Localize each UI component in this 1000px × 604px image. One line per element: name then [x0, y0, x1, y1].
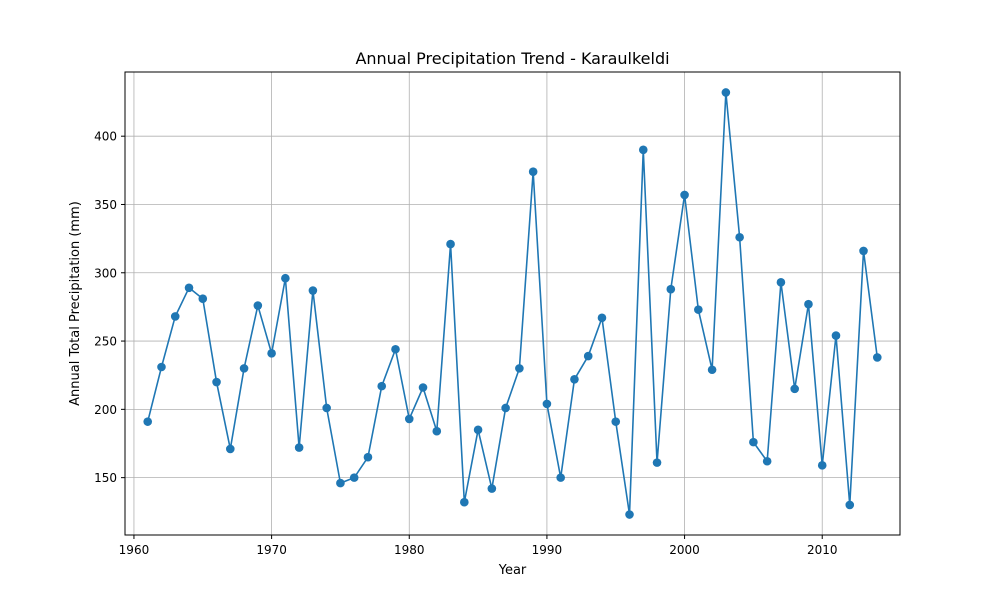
- data-point: [432, 426, 442, 436]
- data-point: [721, 88, 731, 97]
- data-point: [460, 497, 469, 507]
- data-point: [845, 500, 855, 510]
- x-axis-label: Year: [498, 563, 527, 578]
- data-point: [157, 362, 166, 372]
- y-tick-label: 250: [94, 335, 117, 349]
- data-point: [404, 414, 414, 424]
- chart-title: Annual Precipitation Trend - Karaulkeldi: [355, 49, 669, 68]
- data-point: [515, 364, 524, 373]
- y-tick-label: 200: [94, 403, 117, 417]
- data-point: [762, 456, 772, 466]
- data-point: [349, 473, 359, 482]
- data-point: [267, 349, 276, 358]
- y-tick-label: 350: [94, 198, 117, 212]
- data-point: [597, 313, 607, 323]
- y-axis-label: Annual Total Precipitation (mm): [68, 201, 83, 406]
- x-tick-label: 1990: [532, 543, 563, 557]
- x-tick-label: 1980: [394, 543, 425, 557]
- data-point: [377, 381, 387, 391]
- data-point: [294, 443, 304, 452]
- data-point: [212, 377, 221, 387]
- x-tick-label: 2010: [807, 543, 838, 557]
- data-point: [611, 417, 621, 426]
- data-point: [322, 403, 331, 413]
- data-point: [790, 384, 799, 394]
- x-tick-label: 2000: [669, 543, 700, 557]
- data-point: [859, 246, 868, 256]
- x-tick-label: 1970: [256, 543, 287, 557]
- plot-frame: [124, 71, 901, 536]
- data-point: [583, 351, 593, 361]
- data-point: [749, 437, 758, 447]
- data-point: [638, 145, 648, 155]
- data-point: [184, 283, 194, 293]
- x-axis-ticks: 1960 1970 1980 1990 2000 2010: [119, 535, 838, 557]
- data-point: [391, 344, 400, 354]
- y-tick-label: 300: [94, 266, 117, 280]
- data-point: [625, 510, 634, 519]
- data-point: [170, 312, 180, 321]
- data-point: [652, 458, 662, 467]
- data-point: [308, 286, 318, 295]
- data-point: [570, 375, 579, 384]
- data-point: [363, 452, 373, 462]
- series-group: [143, 88, 882, 519]
- grid: [125, 72, 900, 535]
- data-point: [239, 364, 249, 373]
- data-point: [446, 239, 455, 249]
- data-point: [542, 399, 552, 409]
- data-point: [253, 301, 263, 310]
- data-point: [556, 473, 565, 482]
- data-point: [707, 365, 717, 375]
- y-tick-label: 150: [94, 471, 117, 485]
- data-point: [473, 425, 483, 435]
- data-point: [680, 190, 689, 200]
- data-point: [776, 278, 786, 287]
- data-point: [817, 461, 827, 470]
- data-point: [143, 417, 153, 426]
- data-point: [804, 299, 813, 309]
- data-point: [487, 484, 497, 493]
- data-point: [281, 273, 290, 283]
- data-point: [528, 167, 538, 177]
- data-point: [418, 383, 428, 392]
- data-point: [226, 444, 235, 454]
- y-tick-label: 400: [94, 130, 117, 144]
- x-tick-label: 1960: [119, 543, 150, 557]
- data-point: [831, 331, 841, 340]
- data-point: [501, 403, 510, 413]
- data-point: [694, 305, 703, 314]
- data-point: [735, 232, 744, 242]
- y-axis-ticks: 150 200 250 300 350 400: [94, 130, 125, 485]
- data-point: [666, 284, 676, 294]
- data-point: [872, 353, 882, 362]
- data-point: [198, 294, 208, 304]
- data-point: [336, 478, 345, 488]
